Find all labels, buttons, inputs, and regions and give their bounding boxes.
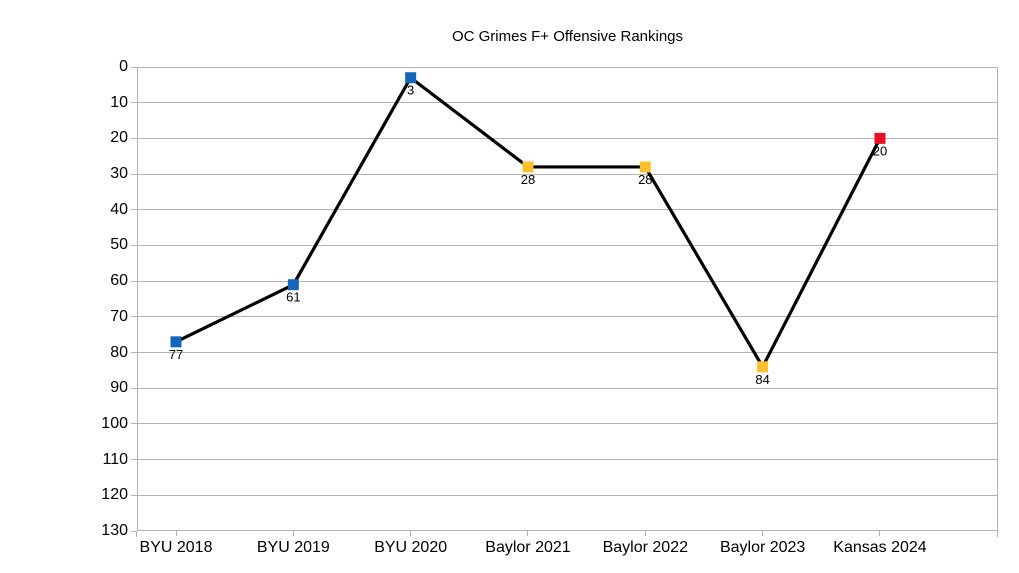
- y-axis-tick-label: 80: [110, 343, 128, 361]
- y-axis-tick-mark: [131, 387, 137, 389]
- x-axis-tick-mark: [410, 531, 412, 536]
- gridline: [137, 137, 998, 139]
- y-axis-tick-mark: [131, 316, 137, 318]
- y-axis-tick-mark: [131, 280, 137, 282]
- y-axis-tick-mark: [131, 494, 137, 496]
- x-axis-category-label: BYU 2019: [256, 539, 330, 556]
- gridline: [137, 316, 998, 318]
- x-axis-tick-mark: [175, 531, 177, 536]
- y-axis-tick-label: 0: [119, 58, 128, 75]
- gridline: [137, 209, 998, 211]
- y-axis-tick-label: 50: [110, 236, 128, 254]
- x-axis-tick-mark: [762, 531, 764, 536]
- x-axis-tick-mark: [879, 531, 881, 536]
- y-axis-tick-mark: [131, 352, 137, 354]
- y-axis-tick-mark: [131, 209, 137, 211]
- y-axis-tick-mark: [131, 459, 137, 461]
- gridline: [137, 173, 998, 175]
- y-axis-tick-mark: [131, 423, 137, 425]
- x-axis-category-label: BYU 2020: [374, 539, 448, 556]
- y-axis-tick-label: 70: [110, 307, 128, 325]
- x-axis-tick-mark: [644, 531, 646, 536]
- x-axis-tick-mark: [292, 531, 294, 536]
- gridline: [137, 387, 998, 389]
- x-axis-category-label: BYU 2018: [139, 539, 213, 556]
- x-axis-category-label: Kansas 2024: [833, 539, 927, 556]
- x-axis-edge-tick: [997, 531, 998, 537]
- y-axis-tick-mark: [131, 244, 137, 246]
- x-axis-category-label: Baylor 2022: [602, 539, 688, 556]
- x-axis-edge-tick: [136, 531, 137, 537]
- gridline: [137, 280, 998, 282]
- y-axis-tick-label: 10: [110, 93, 128, 111]
- y-axis-tick-mark: [131, 66, 137, 68]
- y-axis-tick-label: 110: [102, 450, 128, 468]
- y-axis-tick-mark: [131, 137, 137, 139]
- plot-area: [137, 67, 998, 531]
- y-axis-tick-mark: [131, 530, 137, 532]
- chart-title: OC Grimes F+ Offensive Rankings: [451, 28, 684, 45]
- x-axis-category-label: Baylor 2023: [719, 539, 806, 556]
- gridline: [137, 244, 998, 246]
- y-axis-tick-mark: [131, 173, 137, 175]
- y-axis-tick-label: 100: [101, 414, 128, 432]
- y-axis-tick-label: 60: [110, 272, 128, 290]
- y-axis-tick-label: 40: [110, 200, 128, 218]
- y-axis-tick-label: 120: [101, 486, 128, 504]
- y-axis-tick-label: 30: [110, 165, 128, 183]
- y-axis-tick-mark: [131, 102, 137, 104]
- gridline: [137, 66, 998, 68]
- gridline: [137, 459, 998, 461]
- y-axis-tick-label: 20: [110, 129, 128, 147]
- gridline: [137, 494, 998, 496]
- y-axis-tick-label: 90: [110, 379, 128, 397]
- gridline: [137, 102, 998, 104]
- x-axis-category-label: Baylor 2021: [485, 539, 571, 556]
- y-axis-tick-label: 130: [101, 522, 128, 539]
- gridline: [137, 352, 998, 354]
- gridline: [137, 423, 998, 425]
- x-axis-tick-mark: [527, 531, 529, 536]
